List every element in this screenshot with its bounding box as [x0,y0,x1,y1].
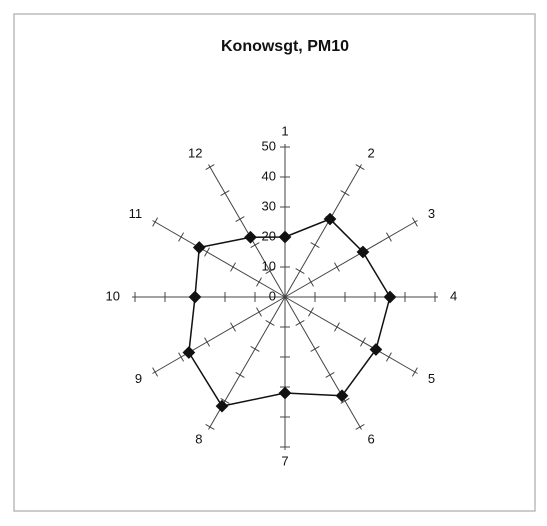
tick-mark [230,262,236,272]
tick-mark [250,242,260,248]
tick-label: 10 [262,258,276,273]
data-point [192,241,206,254]
category-label: 1 [281,123,288,138]
data-point [215,399,229,413]
tick-mark [325,372,335,378]
data-point [383,290,397,304]
axis-line [152,220,286,298]
category-label: 2 [368,146,375,161]
tick-mark [310,242,320,248]
category-label: 9 [135,371,142,386]
tick-mark [411,367,418,377]
tick-mark [250,346,260,352]
data-point [244,230,257,244]
tick-mark [220,190,230,197]
tick-mark [256,307,262,317]
tick-mark [340,190,350,197]
tick-mark [178,352,185,362]
chart-title: Konowsgt, PM10 [221,38,349,55]
tick-mark [308,277,314,287]
tick-mark [178,232,185,242]
tick-mark [152,217,159,227]
tick-mark [235,216,245,222]
category-label: 8 [195,431,202,446]
category-label: 4 [450,288,457,303]
axis-line [284,164,362,298]
axis-line [284,296,418,374]
axis-line [284,296,362,430]
tick-mark [334,322,340,332]
axis-line [152,296,286,374]
tick-mark [360,337,366,347]
data-point [335,389,349,403]
tick-mark [265,268,275,274]
tick-mark [355,423,365,430]
data-point [278,230,292,244]
tick-mark [230,322,236,332]
tick-label: 0 [269,288,276,303]
tick-label: 20 [262,228,276,243]
axis-line [208,164,286,298]
tick-label: 40 [262,168,276,183]
tick-mark [205,423,215,430]
data-point [182,346,196,359]
tick-mark [385,352,392,362]
tick-mark [334,262,340,272]
tick-mark [235,372,245,378]
chart-frame [13,13,536,512]
tick-mark [310,346,320,352]
tick-mark [220,397,230,404]
tick-mark [204,337,210,347]
tick-mark [411,217,418,227]
category-label: 6 [368,431,375,446]
tick-mark [295,268,305,274]
tick-label: 30 [262,198,276,213]
tick-mark [308,307,314,317]
category-label: 3 [428,206,435,221]
tick-mark [295,320,305,326]
tick-mark [340,397,350,404]
data-point [323,212,337,226]
tick-mark [265,320,275,326]
category-label: 7 [281,453,288,468]
tick-mark [256,277,262,287]
category-label: 10 [106,288,120,303]
tick-mark [204,247,210,257]
tick-mark [385,232,392,242]
category-label: 11 [129,206,143,221]
tick-mark [152,367,159,377]
tick-label: 50 [262,138,276,153]
data-point [356,245,370,259]
data-point [369,343,383,356]
data-point [278,386,292,400]
data-point [188,290,202,304]
tick-mark [205,164,215,171]
tick-mark [355,164,365,171]
category-label: 12 [188,146,202,161]
axis-line [284,220,418,298]
category-label: 5 [428,371,435,386]
